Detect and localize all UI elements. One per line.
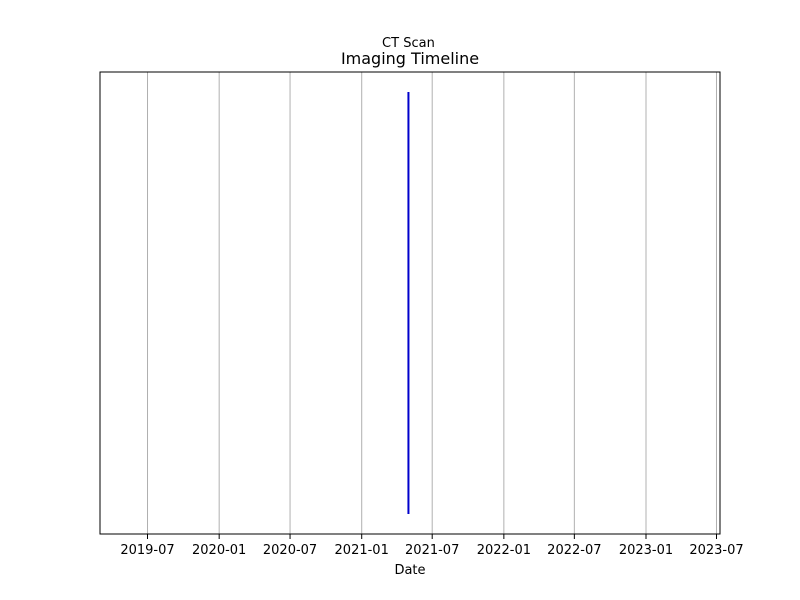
- event-markers: CT Scan: [382, 36, 435, 514]
- event-label: CT Scan: [382, 36, 435, 51]
- x-tick-label: 2022-01: [477, 543, 531, 558]
- x-ticks: 2019-07 2020-01 2020-07 2021-01 2021-07 2022-…: [120, 534, 744, 558]
- x-axis-label: Date: [394, 563, 425, 578]
- x-tick-label: 2021-07: [405, 543, 459, 558]
- x-tick-label: 2021-01: [335, 543, 389, 558]
- plot-frame: [99, 71, 721, 535]
- x-tick-label: 2020-07: [263, 543, 317, 558]
- x-tick-label: 2023-01: [619, 543, 673, 558]
- x-tick-label: 2020-01: [192, 543, 246, 558]
- chart-title: Imaging Timeline: [341, 49, 479, 68]
- grid-lines: [147, 72, 717, 534]
- x-tick-label: 2019-07: [120, 543, 174, 558]
- x-tick-label: 2023-07: [689, 543, 743, 558]
- x-tick-label: 2022-07: [547, 543, 601, 558]
